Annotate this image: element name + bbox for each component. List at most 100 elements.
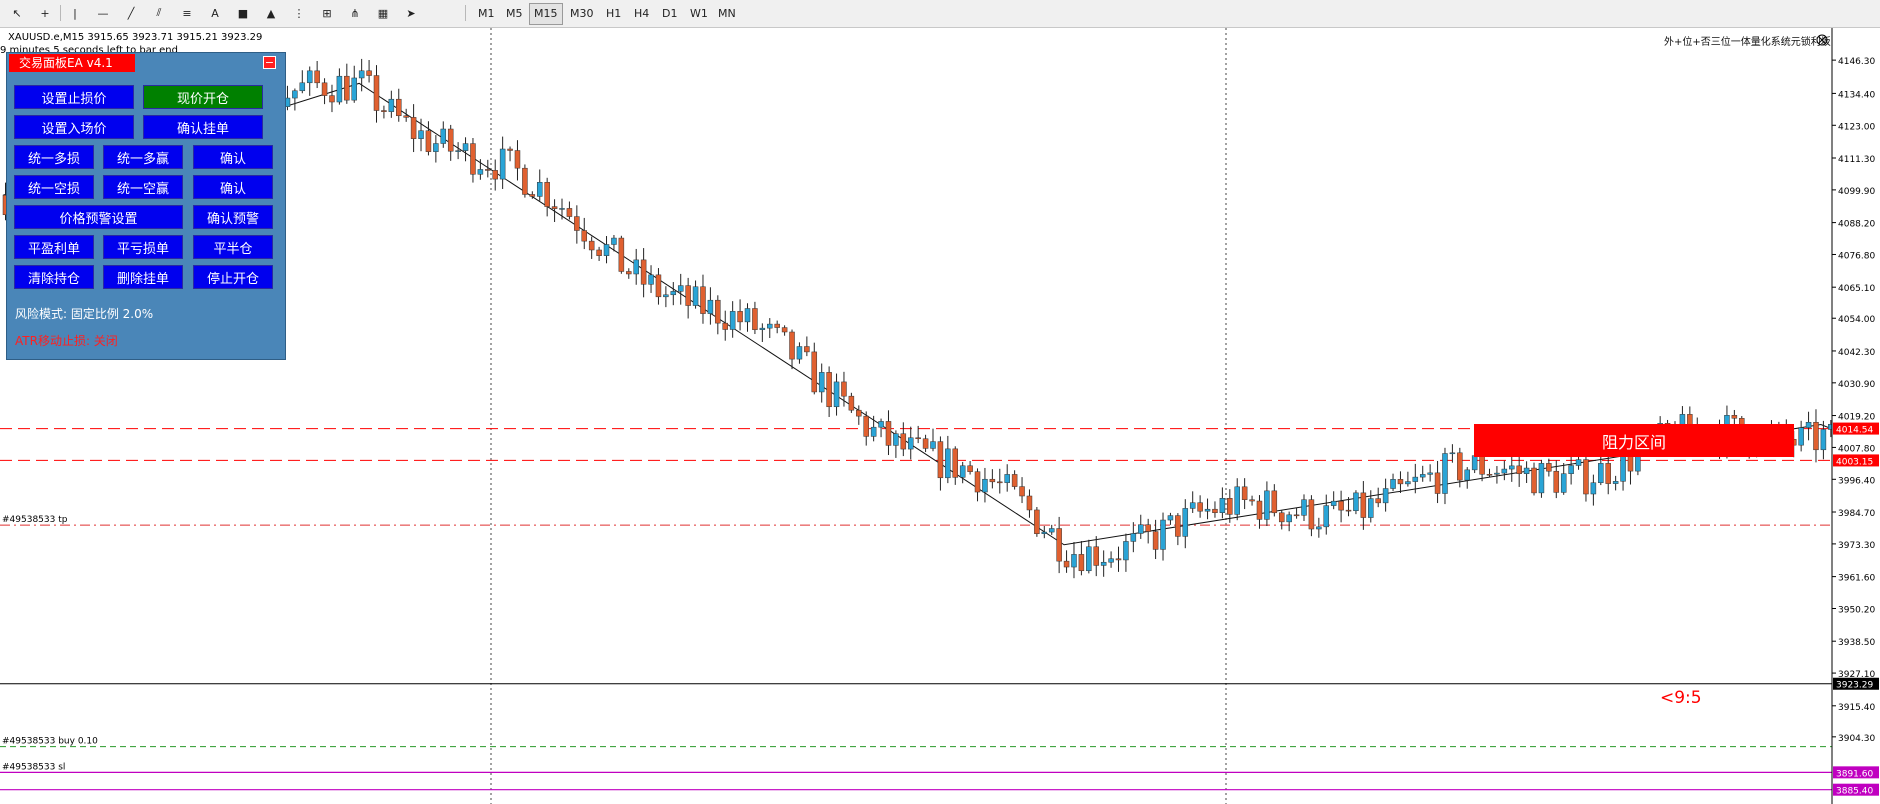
timeframe-mn[interactable]: MN [718,7,736,20]
candle-body [603,244,610,256]
candle [885,410,892,456]
candle [588,236,595,259]
candle-body [462,143,469,151]
timeframe-m5[interactable]: M5 [506,7,523,20]
timeframe-m15[interactable]: M15 [529,3,563,25]
candle [329,84,335,113]
candle-body [388,98,395,112]
candle [670,282,677,306]
candle-body [1590,482,1597,495]
panel-button-4[interactable]: 统一多损 [14,145,94,169]
candle [878,418,884,438]
fib-fan-icon[interactable]: ⊞ [322,6,332,20]
gann-icon[interactable]: ⋮ [293,6,305,20]
panel-button-15[interactable]: 清除持仓 [14,265,94,289]
candle-body [1494,472,1500,475]
candle-body [1612,481,1619,484]
timeframe-m30[interactable]: M30 [570,7,594,20]
chart-background[interactable] [0,28,1880,804]
vertical-line-icon[interactable]: | [73,6,77,20]
candle [1048,524,1055,535]
panel-button-14[interactable]: 平半仓 [193,235,273,259]
y-tick-label: 4054.00 [1838,315,1875,325]
candle-body [1175,515,1181,537]
panel-button-17[interactable]: 停止开仓 [193,265,273,289]
candle [1256,495,1263,529]
panel-button-12[interactable]: 平盈利单 [14,235,94,259]
candle [1605,454,1611,495]
timeframe-h1[interactable]: H1 [606,7,622,20]
arrow-icon[interactable]: ➤ [406,6,416,20]
panel-button-1[interactable]: 现价开仓 [143,85,263,109]
cursor-icon[interactable]: ↖ [12,6,22,20]
panel-button-5[interactable]: 统一多赢 [103,145,183,169]
candle [1011,470,1018,490]
candle [462,137,469,162]
toolbar-separator [465,5,466,21]
candle [1004,464,1010,492]
timeframe-m1[interactable]: M1 [478,7,495,20]
candle [1820,420,1827,460]
panel-button-0[interactable]: 设置止损价 [14,85,134,109]
panel-button-10[interactable]: 价格预警设置 [14,205,183,229]
candle-body [1048,528,1055,533]
candle [945,435,951,484]
candle-body [893,433,899,446]
fibonacci-icon[interactable]: ≡ [182,6,192,20]
panel-button-16[interactable]: 删除挂单 [103,265,183,289]
y-tick-label: 4146.30 [1838,57,1875,67]
candle [833,373,840,416]
timeframe-d1[interactable]: D1 [662,7,678,20]
candle-body [1382,488,1389,504]
panel-button-3[interactable]: 确认挂单 [143,115,263,139]
candle-body [715,299,721,324]
price-chart[interactable]: 4146.30 4134.40 4123.00 4111.30 4099.90 4088.… [0,28,1880,804]
text-icon[interactable]: A [211,6,219,20]
trendline-icon[interactable]: ╱ [127,6,135,20]
panel-button-8[interactable]: 统一空赢 [103,175,183,199]
minimize-icon[interactable]: − [263,56,276,69]
channel-icon[interactable]: ⫽ [156,6,162,19]
candle-body [1575,459,1582,466]
candle [804,336,810,357]
panel-button-7[interactable]: 统一空损 [14,175,94,199]
candle [655,268,662,305]
panel-title[interactable]: 交易面板EA v4.1 [9,54,135,72]
candle [336,68,343,105]
candle-body [856,409,862,417]
candle [410,104,417,153]
candle [1494,466,1500,484]
candle [292,88,298,111]
candle-body [1560,473,1567,493]
timeframe-h4[interactable]: H4 [634,7,650,20]
y-tick-label: 4088.20 [1838,220,1875,230]
rectangle-icon[interactable]: ■ [237,6,249,20]
crosshair-icon[interactable]: + [40,6,50,20]
candle-body [744,308,751,323]
y-tick-label: 3915.40 [1838,703,1875,713]
close-chart-icon[interactable] [1816,34,1828,46]
candle-body [321,82,328,96]
candle-body [559,208,565,210]
candle [633,248,639,285]
candle-body [796,346,803,360]
candle-body [670,291,677,296]
panel-button-2[interactable]: 设置入场价 [14,115,134,139]
panel-button-6[interactable]: 确认 [193,145,273,169]
candle [989,469,996,489]
candle-body [314,70,320,84]
resistance-zone-label: 阻力区间 [1474,424,1794,457]
candle [767,318,773,339]
candle [559,198,565,220]
horizontal-line-icon[interactable]: — [97,6,109,20]
panel-button-9[interactable]: 确认 [193,175,273,199]
panel-button-13[interactable]: 平亏损单 [103,235,183,259]
candle-body [1019,486,1025,497]
panel-button-11[interactable]: 确认预警 [193,205,273,229]
timeframe-w1[interactable]: W1 [690,7,708,20]
candle [677,273,684,305]
triangle-icon[interactable]: ▲ [266,6,276,20]
grid-icon[interactable]: ▦ [377,6,389,20]
andrews-pitchfork-icon[interactable]: ⋔ [350,6,360,20]
candle-body [1805,421,1812,428]
